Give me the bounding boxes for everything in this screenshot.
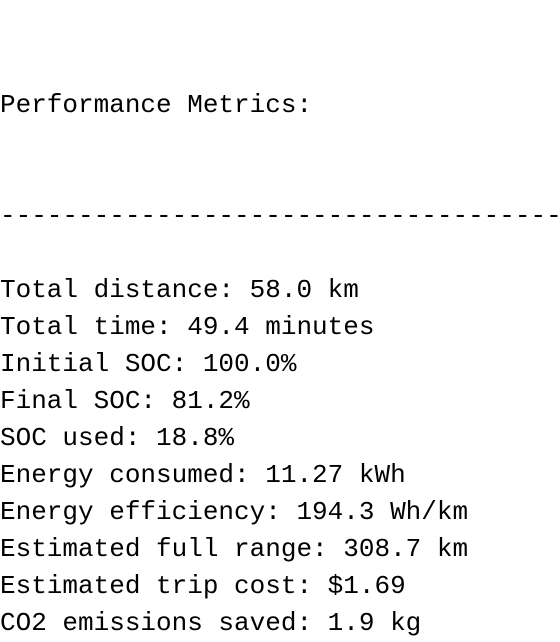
metric-line: Energy efficiency: 194.3 Wh/km bbox=[0, 497, 469, 527]
page: {"output": { "title": "Performance Metri… bbox=[0, 90, 560, 638]
metric-line: CO2 emissions saved: 1.9 kg bbox=[0, 608, 422, 638]
metric-line: Energy consumed: 11.27 kWh bbox=[0, 460, 406, 490]
metric-line: Final SOC: 81.2% bbox=[0, 386, 250, 416]
metric-line: Estimated trip cost: $1.69 bbox=[0, 571, 406, 601]
metric-line: Total time: 49.4 minutes bbox=[0, 312, 375, 342]
metric-line: Initial SOC: 100.0% bbox=[0, 349, 297, 379]
console-output: Performance Metrics: -------------------… bbox=[0, 13, 560, 642]
metric-line: Total distance: 58.0 km bbox=[0, 275, 359, 305]
title: Performance Metrics: bbox=[0, 90, 313, 120]
separator: ------------------------------------ bbox=[0, 201, 560, 231]
metric-line: Estimated full range: 308.7 km bbox=[0, 534, 469, 564]
metric-line: SOC used: 18.8% bbox=[0, 423, 235, 453]
